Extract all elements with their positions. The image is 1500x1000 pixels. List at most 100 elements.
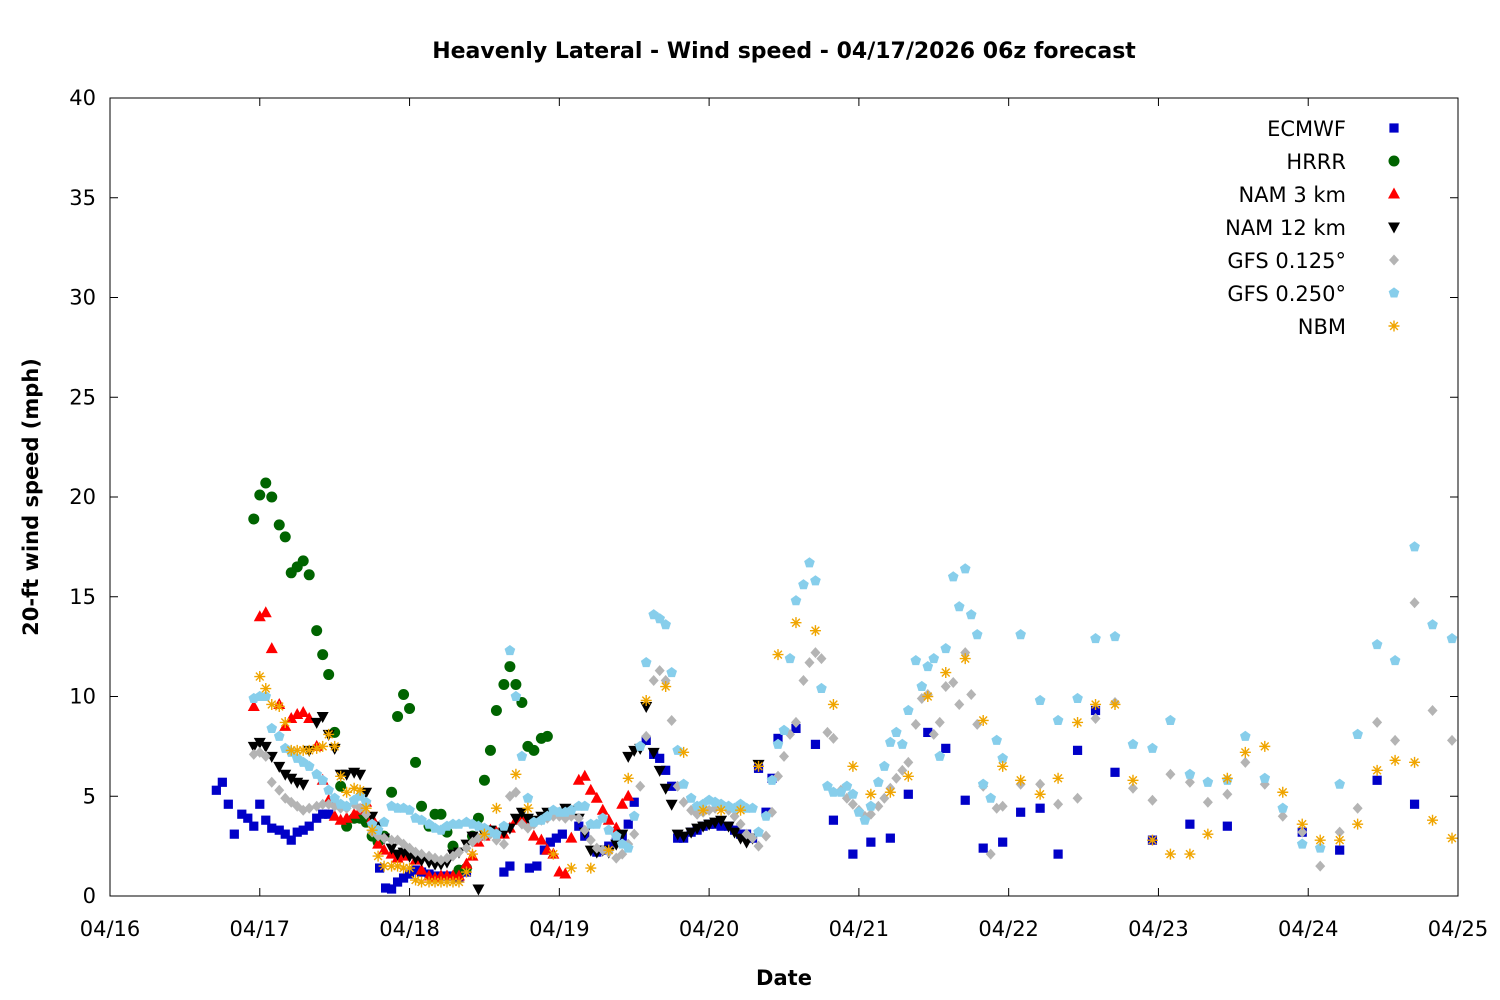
data-point [265,642,278,654]
data-point [478,774,490,786]
data-point [1389,754,1401,766]
data-point [297,779,310,791]
data-point [310,717,323,729]
data-point [610,830,622,841]
data-point [1277,810,1288,822]
data-point [1072,716,1084,728]
data-point [274,784,285,796]
data-point [279,716,291,728]
data-point [828,786,839,797]
chart-title: Heavenly Lateral - Wind speed - 04/17/20… [432,39,1136,64]
data-point [452,869,465,881]
data-point [998,837,1008,847]
y-tick-label: 10 [69,685,96,709]
data-point [378,843,391,855]
data-point [891,726,902,737]
data-point [329,792,340,803]
data-point [303,744,315,756]
data-point [223,799,233,809]
data-point [260,690,272,702]
data-point [259,741,272,753]
data-point [1352,818,1364,830]
data-point [910,718,921,730]
data-point [715,815,728,827]
x-tick-label: 04/16 [80,917,141,941]
data-point [798,579,809,590]
data-point [1053,798,1064,810]
data-point [653,765,666,777]
data-point [1259,772,1271,783]
data-point [1015,629,1026,640]
data-point [629,797,639,807]
data-point [1222,821,1232,831]
data-point [753,760,765,772]
data-point [753,840,764,852]
data-point [628,810,640,821]
data-point [1239,746,1251,758]
data-point [859,814,871,825]
data-point [678,746,690,758]
data-point [472,884,485,896]
data-point [447,876,459,888]
data-point [940,681,951,693]
data-point [685,827,698,839]
data-point [360,802,372,814]
data-point [660,619,671,630]
data-point [959,653,971,665]
data-point [415,863,428,875]
data-point [884,786,896,798]
data-point [298,825,308,835]
x-tick-label: 04/20 [679,917,740,941]
data-point [416,876,428,888]
data-point [279,769,292,781]
data-point [372,837,385,849]
data-point [1409,799,1420,809]
data-point [722,821,735,833]
data-point [848,849,858,859]
data-point [640,701,653,713]
data-point [1184,768,1196,779]
data-point [940,643,952,654]
data-point [640,694,652,706]
data-point [997,752,1008,763]
data-point [585,834,596,846]
data-point [380,883,391,893]
data-point [311,768,323,779]
data-point [865,788,877,800]
data-point [303,569,315,581]
data-point [678,778,689,789]
data-points [211,477,1458,896]
data-point [1185,819,1195,829]
legend-marker [1388,287,1400,298]
data-point [685,792,697,803]
data-point [965,609,977,620]
data-point [1090,712,1101,724]
data-point [253,737,266,749]
data-point [490,802,502,814]
data-point [1035,803,1045,813]
data-point [267,823,277,833]
data-point [366,824,378,836]
data-point [1184,776,1195,788]
data-point [453,876,465,888]
data-point [565,862,577,874]
legend-label: NBM [1298,315,1346,339]
data-point [565,804,577,815]
data-point [772,738,784,749]
data-point [385,843,398,855]
data-point [810,739,821,749]
data-point [323,784,334,795]
data-point [404,869,415,879]
data-point [773,733,783,743]
data-point [977,714,989,726]
data-point [505,861,515,871]
data-point [753,826,764,837]
data-point [354,769,367,781]
data-point [341,800,352,811]
data-point [410,874,422,886]
data-point [490,704,502,716]
data-point [847,788,859,799]
data-point [966,689,977,701]
legend-label: ECMWF [1267,117,1346,141]
data-point [947,571,959,582]
